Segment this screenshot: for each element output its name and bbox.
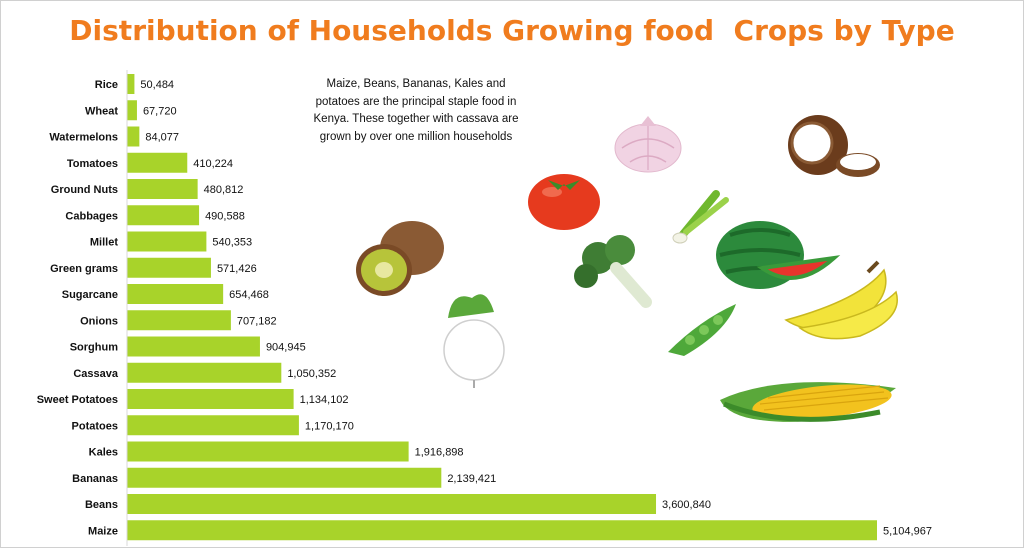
tomato-icon bbox=[528, 174, 600, 230]
coconut-icon bbox=[788, 115, 880, 177]
bar bbox=[127, 74, 135, 94]
bar bbox=[127, 415, 299, 436]
category-label: Maize bbox=[88, 525, 118, 537]
onion-icon bbox=[614, 116, 682, 173]
kiwi-icon bbox=[356, 221, 444, 296]
corn-icon bbox=[720, 382, 896, 422]
data-label: 410,224 bbox=[193, 158, 233, 170]
bar bbox=[127, 336, 260, 357]
peas-icon bbox=[668, 304, 736, 356]
data-label: 67,720 bbox=[143, 105, 177, 117]
category-label: Tomatoes bbox=[67, 158, 118, 170]
data-label: 5,104,967 bbox=[883, 525, 932, 537]
bar bbox=[127, 205, 200, 226]
bar bbox=[127, 152, 188, 173]
bar bbox=[127, 257, 211, 278]
data-label: 480,812 bbox=[204, 184, 244, 196]
bar bbox=[127, 467, 442, 488]
category-label: Bananas bbox=[72, 473, 118, 485]
chart-annotation: Maize, Beans, Bananas, Kales and potatoe… bbox=[313, 78, 519, 143]
data-label: 490,588 bbox=[205, 210, 245, 222]
bar bbox=[127, 179, 198, 199]
category-label: Sweet Potatoes bbox=[37, 394, 118, 406]
data-label: 904,945 bbox=[266, 342, 306, 354]
category-label: Onions bbox=[80, 315, 118, 327]
category-label: Cabbages bbox=[65, 210, 118, 222]
spring-onion-icon bbox=[672, 190, 729, 244]
bar bbox=[127, 494, 657, 514]
data-label: 1,170,170 bbox=[305, 420, 354, 432]
chart-title: Distribution of Households Growing food … bbox=[69, 14, 955, 47]
data-label: 1,916,898 bbox=[415, 447, 464, 459]
bar bbox=[127, 284, 224, 304]
watermelon-icon bbox=[716, 221, 841, 289]
category-label: Sugarcane bbox=[62, 289, 118, 301]
data-label: 2,139,421 bbox=[447, 473, 496, 485]
data-label: 1,134,102 bbox=[300, 394, 349, 406]
bar bbox=[127, 310, 231, 331]
banana-icon bbox=[784, 260, 898, 340]
category-label: Beans bbox=[85, 499, 118, 511]
bar bbox=[127, 389, 294, 409]
bar bbox=[127, 126, 140, 147]
data-label: 50,484 bbox=[140, 79, 174, 91]
data-label: 1,050,352 bbox=[287, 368, 336, 380]
bar bbox=[127, 231, 207, 252]
category-label: Kales bbox=[89, 447, 118, 459]
data-label: 84,077 bbox=[145, 132, 179, 144]
category-label: Rice bbox=[95, 79, 118, 91]
data-label: 654,468 bbox=[229, 289, 269, 301]
data-label: 540,353 bbox=[212, 237, 252, 249]
broccoli-icon bbox=[574, 235, 652, 308]
category-label: Green grams bbox=[50, 263, 118, 275]
data-label: 3,600,840 bbox=[662, 499, 711, 511]
bar bbox=[127, 100, 137, 121]
data-label: 707,182 bbox=[237, 315, 277, 327]
bar bbox=[127, 520, 877, 541]
category-label: Sorghum bbox=[70, 342, 118, 354]
data-label: 571,426 bbox=[217, 263, 257, 275]
category-label: Millet bbox=[90, 237, 118, 249]
turnip-icon bbox=[443, 294, 505, 388]
category-label: Wheat bbox=[85, 105, 118, 117]
category-label: Potatoes bbox=[72, 420, 118, 432]
category-label: Cassava bbox=[73, 368, 119, 380]
bar bbox=[127, 441, 409, 462]
category-label: Watermelons bbox=[49, 132, 118, 144]
bar bbox=[127, 362, 282, 383]
category-label: Ground Nuts bbox=[51, 184, 118, 196]
